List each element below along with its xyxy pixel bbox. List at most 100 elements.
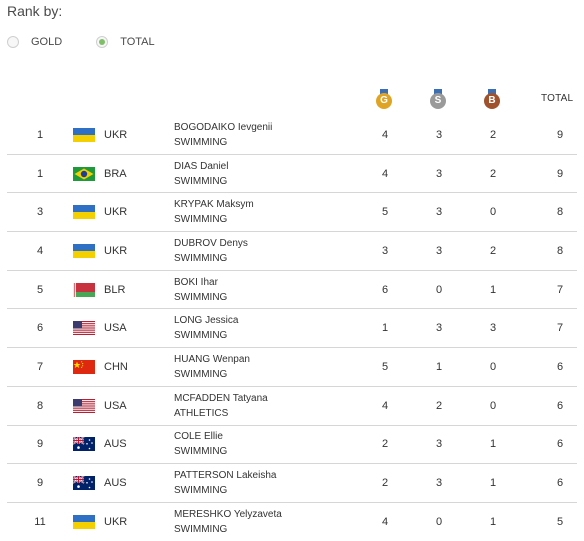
silver-count: 3 bbox=[435, 322, 443, 335]
athlete-sport: SWIMMING bbox=[174, 136, 228, 148]
bronze-count: 0 bbox=[489, 360, 497, 373]
silver-count: 3 bbox=[435, 244, 443, 257]
athlete-name[interactable]: MCFADDEN Tatyana bbox=[174, 392, 268, 404]
gold-count: 4 bbox=[381, 128, 389, 141]
gold-count: 4 bbox=[381, 167, 389, 180]
australia-flag bbox=[73, 464, 95, 502]
athlete-name[interactable]: HUANG Wenpan bbox=[174, 353, 250, 365]
table-row[interactable]: 1 BRA DIAS Daniel SWIMMING 4 3 2 9 bbox=[7, 155, 577, 194]
radio-total-label[interactable]: TOTAL bbox=[120, 36, 155, 48]
gold-count: 1 bbox=[381, 322, 389, 335]
table-row[interactable]: 8 USA MCFADDEN Tatyana ATHLETICS 4 2 0 6 bbox=[7, 387, 577, 426]
gold-count: 4 bbox=[381, 399, 389, 412]
table-row[interactable]: 5 BLR BOKI Ihar SWIMMING 6 0 1 7 bbox=[7, 271, 577, 310]
athlete-name[interactable]: PATTERSON Lakeisha bbox=[174, 470, 277, 482]
country-code: BLR bbox=[104, 283, 126, 296]
country-code: UKR bbox=[104, 515, 128, 528]
athlete-name[interactable]: KRYPAK Maksym bbox=[174, 199, 254, 211]
silver-count: 3 bbox=[435, 128, 443, 141]
silver-medal-icon: S bbox=[429, 89, 447, 111]
country-code: UKR bbox=[104, 128, 128, 141]
athlete-info[interactable]: PATTERSON Lakeisha SWIMMING bbox=[174, 464, 276, 502]
athlete-info[interactable]: KRYPAK Maksym SWIMMING bbox=[174, 193, 254, 231]
athlete-info[interactable]: COLE Ellie SWIMMING bbox=[174, 426, 227, 464]
bronze-count: 3 bbox=[489, 322, 497, 335]
total-count: 6 bbox=[556, 360, 564, 373]
athlete-sport: SWIMMING bbox=[174, 291, 228, 303]
gold-medal-icon: G bbox=[375, 89, 393, 111]
bronze-medal-icon: B bbox=[483, 89, 501, 111]
radio-total[interactable] bbox=[96, 36, 109, 48]
table-row[interactable]: 11 UKR MERESHKO Yelyzaveta SWIMMING 4 0 1 5 bbox=[7, 503, 577, 541]
table-row[interactable]: 3 UKR KRYPAK Maksym SWIMMING 5 3 0 8 bbox=[7, 193, 577, 233]
brazil-flag bbox=[73, 155, 95, 193]
medal-table: 1 UKR BOGODAIKO Ievgenii SWIMMING 4 3 2 9 1 BRA DI… bbox=[7, 116, 577, 541]
usa-flag bbox=[73, 387, 95, 425]
rank-by-label: Rank by: bbox=[7, 3, 63, 19]
ukraine-flag bbox=[73, 232, 95, 270]
china-flag bbox=[73, 348, 95, 386]
athlete-name[interactable]: BOKI Ihar bbox=[174, 276, 218, 288]
country-code: UKR bbox=[104, 206, 128, 219]
gold-count: 2 bbox=[381, 438, 389, 451]
bronze-count: 1 bbox=[489, 477, 497, 490]
athlete-name[interactable]: DIAS Daniel bbox=[174, 160, 229, 172]
athlete-info[interactable]: MERESHKO Yelyzaveta SWIMMING bbox=[174, 503, 282, 541]
athlete-info[interactable]: DUBROV Denys SWIMMING bbox=[174, 232, 248, 270]
total-header: TOTAL bbox=[541, 93, 574, 104]
total-count: 7 bbox=[556, 283, 564, 296]
rank-cell: 9 bbox=[36, 477, 44, 490]
table-row[interactable]: 6 USA LONG Jessica SWIMMING 1 3 3 7 bbox=[7, 309, 577, 349]
total-count: 9 bbox=[556, 167, 564, 180]
silver-count: 2 bbox=[435, 399, 443, 412]
rank-cell: 4 bbox=[36, 244, 44, 257]
rank-cell: 3 bbox=[36, 206, 44, 219]
rank-cell: 1 bbox=[36, 128, 44, 141]
total-count: 6 bbox=[556, 477, 564, 490]
total-count: 7 bbox=[556, 322, 564, 335]
athlete-sport: SWIMMING bbox=[174, 330, 228, 342]
rank-by-options: GOLD TOTAL bbox=[7, 36, 189, 48]
country-code: AUS bbox=[104, 438, 127, 451]
radio-gold-label[interactable]: GOLD bbox=[31, 36, 63, 48]
rank-cell: 11 bbox=[34, 515, 46, 528]
athlete-info[interactable]: LONG Jessica SWIMMING bbox=[174, 309, 238, 347]
athlete-sport: SWIMMING bbox=[174, 214, 228, 226]
table-row[interactable]: 9 AUS COLE Ellie SWIMMING 2 3 1 6 bbox=[7, 426, 577, 465]
athlete-info[interactable]: DIAS Daniel SWIMMING bbox=[174, 155, 228, 193]
silver-count: 3 bbox=[435, 477, 443, 490]
athlete-name[interactable]: BOGODAIKO Ievgenii bbox=[174, 121, 273, 133]
total-count: 6 bbox=[556, 438, 564, 451]
total-count: 5 bbox=[556, 515, 564, 528]
athlete-name[interactable]: LONG Jessica bbox=[174, 315, 239, 327]
country-code: BRA bbox=[104, 167, 127, 180]
total-count: 8 bbox=[556, 244, 564, 257]
bronze-count: 0 bbox=[489, 206, 497, 219]
athlete-info[interactable]: HUANG Wenpan SWIMMING bbox=[174, 348, 250, 386]
athlete-sport: SWIMMING bbox=[174, 446, 228, 458]
total-count: 8 bbox=[556, 206, 564, 219]
athlete-info[interactable]: BOGODAIKO Ievgenii SWIMMING bbox=[174, 116, 272, 154]
table-row[interactable]: 7 CHN HUANG Wenpan SWIMMING 5 1 0 6 bbox=[7, 348, 577, 387]
table-row[interactable]: 4 UKR DUBROV Denys SWIMMING 3 3 2 8 bbox=[7, 232, 577, 271]
athlete-name[interactable]: COLE Ellie bbox=[174, 431, 223, 443]
gold-count: 5 bbox=[381, 206, 389, 219]
bronze-count: 2 bbox=[489, 244, 497, 257]
athlete-sport: SWIMMING bbox=[174, 523, 228, 535]
australia-flag bbox=[73, 426, 95, 464]
athlete-name[interactable]: DUBROV Denys bbox=[174, 237, 248, 249]
gold-count: 6 bbox=[381, 283, 389, 296]
silver-count: 3 bbox=[435, 438, 443, 451]
bronze-count: 1 bbox=[489, 438, 497, 451]
rank-cell: 8 bbox=[36, 399, 44, 412]
bronze-count: 2 bbox=[489, 167, 497, 180]
country-code: USA bbox=[104, 322, 127, 335]
radio-gold[interactable] bbox=[7, 36, 19, 48]
athlete-name[interactable]: MERESHKO Yelyzaveta bbox=[174, 508, 282, 520]
athlete-info[interactable]: BOKI Ihar SWIMMING bbox=[174, 271, 227, 309]
athlete-info[interactable]: MCFADDEN Tatyana ATHLETICS bbox=[174, 387, 268, 425]
table-row[interactable]: 9 AUS PATTERSON Lakeisha SWIMMING 2 3 1 6 bbox=[7, 464, 577, 503]
table-row[interactable]: 1 UKR BOGODAIKO Ievgenii SWIMMING 4 3 2 9 bbox=[7, 116, 577, 155]
bronze-count: 2 bbox=[489, 128, 497, 141]
silver-count: 3 bbox=[435, 206, 443, 219]
